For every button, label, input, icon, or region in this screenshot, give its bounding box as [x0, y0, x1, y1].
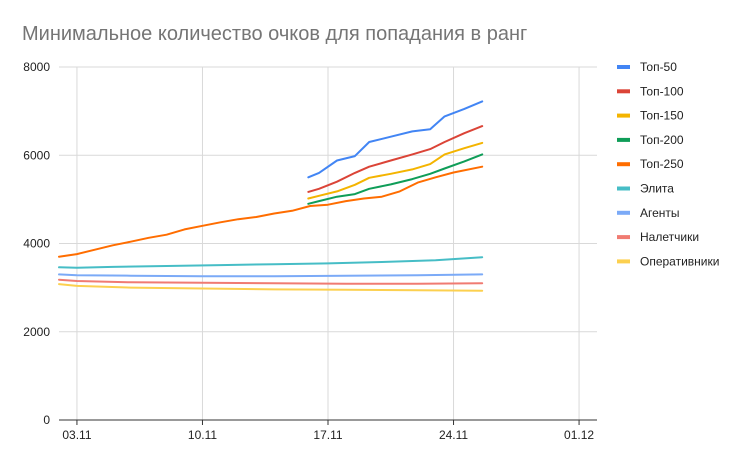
grid — [59, 66, 597, 420]
series-line-1 — [307, 100, 484, 179]
legend-label: Топ-200 — [640, 133, 684, 147]
x-tick-label: 17.11 — [313, 428, 342, 442]
series-line-8 — [58, 278, 484, 285]
legend-item[interactable]: Топ-150 — [617, 109, 684, 123]
legend-label: Агенты — [640, 206, 680, 220]
legend-item[interactable]: Топ-50 — [617, 60, 677, 74]
legend-item[interactable]: Агенты — [617, 206, 680, 220]
chart-title: Минимальное количество очков для попадан… — [22, 23, 527, 45]
legend-item[interactable]: Топ-100 — [617, 84, 684, 98]
legend-swatch — [617, 259, 630, 264]
y-tick-label: 6000 — [23, 148, 50, 162]
legend-swatch — [617, 65, 630, 69]
series-line-4 — [307, 153, 484, 205]
series-line-6 — [58, 256, 484, 269]
legend-item[interactable]: Оперативники — [617, 254, 719, 268]
legend-label: Топ-50 — [640, 60, 677, 74]
x-tick-label: 01.12 — [564, 428, 594, 442]
legend-label: Налетчики — [640, 230, 699, 244]
legend-label: Топ-250 — [640, 157, 684, 171]
x-tick-label: 03.11 — [62, 428, 91, 442]
x-tick-label: 10.11 — [188, 428, 217, 442]
series-line-9 — [58, 283, 484, 292]
legend-item[interactable]: Топ-200 — [617, 133, 684, 147]
series-line-3 — [307, 141, 484, 200]
y-tick-label: 2000 — [23, 325, 50, 339]
legend-item[interactable]: Налетчики — [617, 230, 699, 244]
x-tick-label: 24.11 — [439, 428, 468, 442]
series-line-5 — [58, 165, 484, 258]
legend-item[interactable]: Элита — [617, 182, 674, 196]
series-line-7 — [58, 273, 484, 278]
y-tick-label: 0 — [43, 413, 50, 427]
legend-item[interactable]: Топ-250 — [617, 157, 684, 171]
legend-label: Топ-100 — [640, 84, 684, 98]
legend[interactable]: Топ-50 Топ-100 Топ-150 Топ-200 Топ-250 Элита А… — [617, 60, 719, 268]
legend-swatch — [617, 89, 630, 94]
legend-swatch — [617, 186, 630, 191]
legend-swatch — [617, 210, 630, 215]
legend-swatch — [617, 162, 630, 167]
legend-swatch — [617, 113, 630, 118]
axes: 0 2000 4000 6000 8000 03.11 10.11 17.11 24.11 01.… — [23, 60, 597, 442]
legend-label: Топ-150 — [640, 109, 684, 123]
legend-swatch — [617, 137, 630, 142]
legend-label: Оперативники — [640, 254, 719, 268]
y-tick-label: 8000 — [23, 60, 50, 74]
legend-swatch — [617, 235, 630, 240]
legend-label: Элита — [640, 182, 674, 196]
series-line-2 — [307, 125, 484, 193]
plot-area — [58, 100, 484, 292]
y-tick-label: 4000 — [23, 237, 50, 251]
